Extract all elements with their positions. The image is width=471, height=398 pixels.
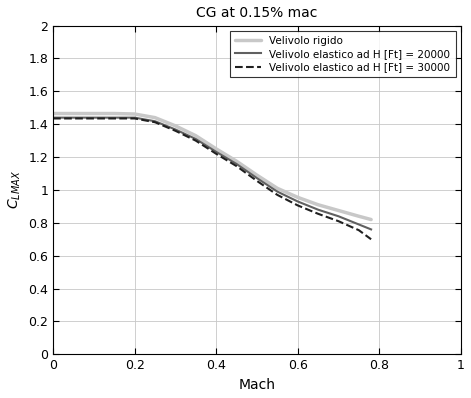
Velivolo elastico ad H [Ft] = 20000 bbox=[152, 119, 158, 124]
Velivolo elastico ad H [Ft] = 30000 bbox=[91, 116, 97, 121]
Velivolo rigido bbox=[172, 123, 178, 128]
Y-axis label: $C_{LMAX}$: $C_{LMAX}$ bbox=[6, 170, 23, 209]
Velivolo rigido bbox=[112, 111, 117, 116]
Velivolo elastico ad H [Ft] = 30000 bbox=[112, 116, 117, 121]
Velivolo rigido bbox=[275, 186, 280, 191]
Velivolo elastico ad H [Ft] = 20000 bbox=[50, 115, 56, 120]
Velivolo rigido bbox=[193, 133, 199, 138]
Velivolo rigido bbox=[315, 202, 321, 207]
Velivolo elastico ad H [Ft] = 30000 bbox=[234, 164, 239, 168]
Velivolo elastico ad H [Ft] = 20000 bbox=[213, 149, 219, 154]
Velivolo elastico ad H [Ft] = 30000 bbox=[275, 193, 280, 197]
Velivolo elastico ad H [Ft] = 20000 bbox=[71, 115, 76, 120]
Velivolo elastico ad H [Ft] = 20000 bbox=[254, 176, 260, 181]
Velivolo elastico ad H [Ft] = 30000 bbox=[50, 116, 56, 121]
Velivolo elastico ad H [Ft] = 30000 bbox=[172, 129, 178, 133]
Velivolo rigido bbox=[132, 111, 138, 116]
Line: Velivolo rigido: Velivolo rigido bbox=[53, 113, 371, 220]
Velivolo rigido bbox=[356, 214, 362, 219]
Velivolo elastico ad H [Ft] = 30000 bbox=[356, 228, 362, 232]
Velivolo elastico ad H [Ft] = 30000 bbox=[336, 219, 341, 224]
Velivolo elastico ad H [Ft] = 20000 bbox=[172, 127, 178, 132]
Velivolo elastico ad H [Ft] = 20000 bbox=[368, 227, 374, 232]
Velivolo elastico ad H [Ft] = 30000 bbox=[132, 116, 138, 121]
X-axis label: Mach: Mach bbox=[238, 378, 276, 392]
Velivolo elastico ad H [Ft] = 20000 bbox=[112, 115, 117, 120]
Velivolo elastico ad H [Ft] = 20000 bbox=[132, 115, 138, 120]
Velivolo elastico ad H [Ft] = 30000 bbox=[71, 116, 76, 121]
Velivolo elastico ad H [Ft] = 20000 bbox=[234, 162, 239, 166]
Velivolo elastico ad H [Ft] = 30000 bbox=[315, 211, 321, 216]
Velivolo rigido bbox=[234, 159, 239, 164]
Title: CG at 0.15% mac: CG at 0.15% mac bbox=[196, 6, 317, 20]
Velivolo rigido bbox=[336, 208, 341, 213]
Velivolo elastico ad H [Ft] = 20000 bbox=[193, 137, 199, 141]
Velivolo elastico ad H [Ft] = 30000 bbox=[213, 151, 219, 156]
Velivolo elastico ad H [Ft] = 30000 bbox=[254, 179, 260, 183]
Velivolo elastico ad H [Ft] = 20000 bbox=[315, 207, 321, 212]
Velivolo rigido bbox=[152, 115, 158, 120]
Velivolo rigido bbox=[213, 146, 219, 151]
Velivolo elastico ad H [Ft] = 30000 bbox=[295, 203, 300, 208]
Velivolo rigido bbox=[91, 111, 97, 116]
Line: Velivolo elastico ad H [Ft] = 20000: Velivolo elastico ad H [Ft] = 20000 bbox=[53, 118, 371, 229]
Velivolo elastico ad H [Ft] = 30000 bbox=[368, 237, 374, 242]
Velivolo elastico ad H [Ft] = 20000 bbox=[356, 222, 362, 227]
Velivolo rigido bbox=[295, 195, 300, 200]
Velivolo elastico ad H [Ft] = 20000 bbox=[336, 214, 341, 219]
Line: Velivolo elastico ad H [Ft] = 30000: Velivolo elastico ad H [Ft] = 30000 bbox=[53, 119, 371, 239]
Velivolo rigido bbox=[50, 111, 56, 116]
Velivolo rigido bbox=[71, 111, 76, 116]
Velivolo elastico ad H [Ft] = 30000 bbox=[193, 138, 199, 143]
Velivolo rigido bbox=[368, 217, 374, 222]
Velivolo elastico ad H [Ft] = 20000 bbox=[91, 115, 97, 120]
Velivolo elastico ad H [Ft] = 30000 bbox=[152, 120, 158, 125]
Legend: Velivolo rigido, Velivolo elastico ad H [Ft] = 20000, Velivolo elastico ad H [Ft: Velivolo rigido, Velivolo elastico ad H … bbox=[230, 31, 455, 78]
Velivolo rigido bbox=[254, 173, 260, 178]
Velivolo elastico ad H [Ft] = 20000 bbox=[295, 199, 300, 204]
Velivolo elastico ad H [Ft] = 20000 bbox=[275, 189, 280, 194]
